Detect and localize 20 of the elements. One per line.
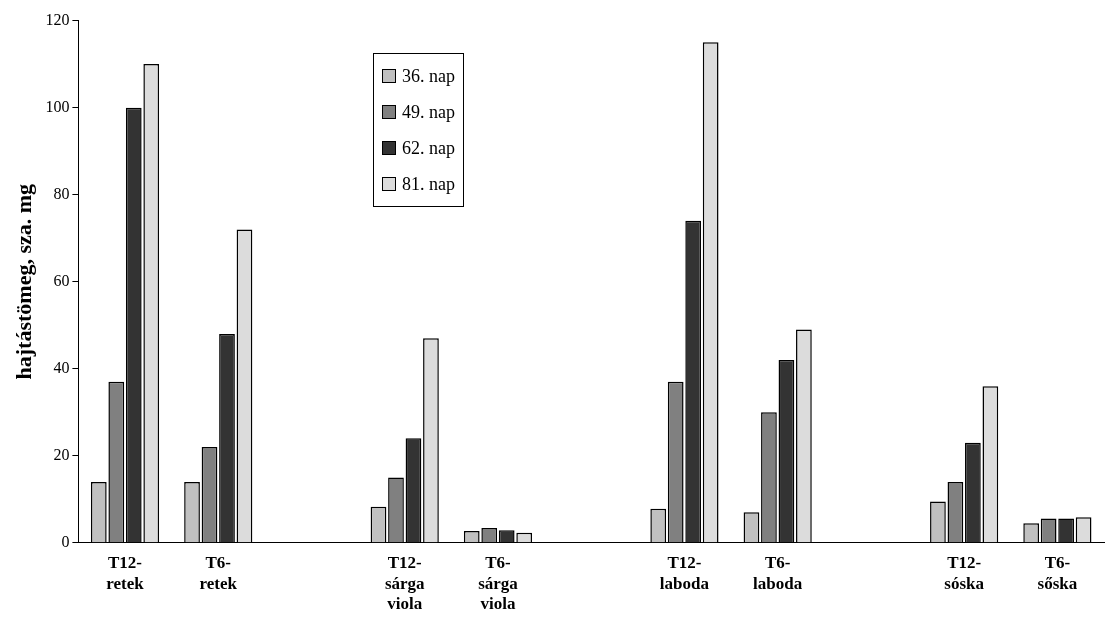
y-tick-label: 0: [61, 533, 70, 550]
x-tick-label: T12-retek: [106, 553, 145, 593]
legend-label: 36. nap: [402, 65, 455, 88]
x-tick-label: T12-sóska: [944, 553, 985, 593]
y-axis-title: hajtástömeg, sza. mg: [10, 183, 36, 380]
x-tick-label: T6-laboda: [753, 553, 803, 593]
legend-label: 81. nap: [402, 173, 455, 196]
y-tick-label: 100: [45, 97, 70, 115]
x-tick-label: T6-sárga viola: [478, 553, 519, 614]
x-tick-label: T12-laboda: [659, 553, 710, 593]
x-tick-label: T6-sőska: [1037, 553, 1078, 593]
x-tick-label: T6-retek: [199, 553, 238, 593]
y-tick-label: 80: [53, 184, 70, 202]
y-tick-label: 120: [45, 10, 70, 28]
y-tick-label: 20: [53, 445, 70, 463]
y-tick-label: 60: [53, 271, 70, 289]
legend-label: 62. nap: [402, 137, 455, 160]
legend-label: 49. nap: [402, 101, 455, 124]
y-tick-label: 40: [53, 358, 70, 376]
x-tick-label: T12-sárga viola: [384, 553, 426, 614]
